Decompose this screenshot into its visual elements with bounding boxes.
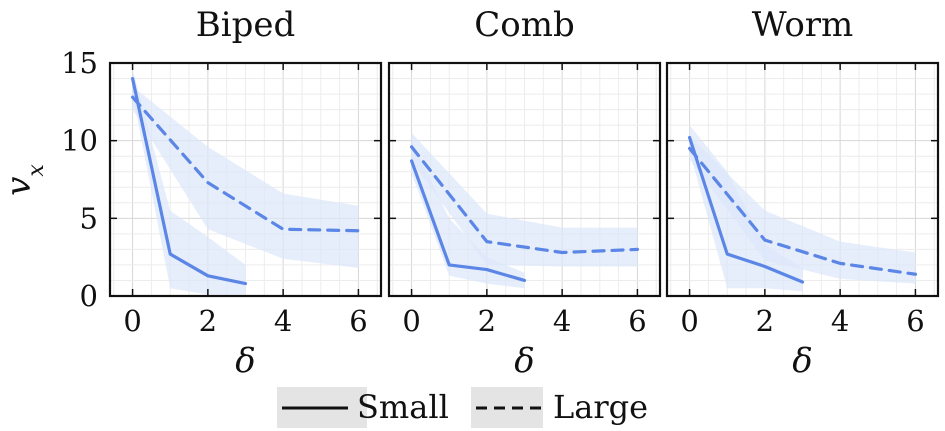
panel-comb: 0 2 4 6 Comb δ (387, 5, 662, 381)
panel-title: Comb (474, 5, 575, 45)
plot-frame (665, 61, 940, 298)
y-axis-label: vx (0, 164, 49, 196)
plot-frame (387, 61, 662, 298)
series-line-large (409, 145, 640, 255)
panel-title: Worm (752, 5, 854, 45)
series-line-large (130, 95, 361, 233)
x-tick-label: 2 (478, 304, 496, 338)
x-tick-label: 4 (553, 304, 571, 338)
legend-label-large: Large (553, 388, 648, 426)
y-tick-label: 10 (61, 124, 98, 158)
x-tick-label: 6 (349, 304, 367, 338)
panel-biped: 0 2 4 6 0 5 10 15 Biped δ (61, 5, 383, 381)
x-tick-label: 0 (123, 304, 141, 338)
plot-frame (108, 61, 383, 298)
series-line-small (409, 159, 527, 283)
series-line-small (130, 76, 248, 286)
x-tick-label: 0 (680, 304, 698, 338)
x-tick-label: 4 (831, 304, 849, 338)
x-tick-label: 4 (274, 304, 292, 338)
legend-label-small: Small (357, 388, 449, 426)
x-axis-label: δ (792, 341, 812, 381)
band-small (132, 69, 246, 295)
x-tick-label: 0 (402, 304, 420, 338)
series-line-small (687, 135, 805, 284)
band-large (689, 136, 916, 284)
band-large (132, 86, 359, 269)
y-tick-label: 5 (80, 201, 98, 235)
series-line-large (687, 146, 918, 276)
band-large (411, 132, 638, 267)
y-tick-label: 15 (61, 46, 98, 80)
x-tick-label: 2 (756, 304, 774, 338)
x-tick-label: 6 (628, 304, 646, 338)
x-axis-label: δ (514, 341, 534, 381)
x-tick-label: 6 (906, 304, 924, 338)
x-axis-label: δ (235, 341, 255, 381)
y-tick-label: 0 (80, 279, 98, 313)
panel-worm: 0 2 4 6 Worm δ (665, 5, 940, 381)
x-tick-label: 2 (199, 304, 217, 338)
panel-title: Biped (196, 5, 296, 45)
band-small (411, 140, 525, 289)
legend: Small Large (277, 387, 648, 428)
